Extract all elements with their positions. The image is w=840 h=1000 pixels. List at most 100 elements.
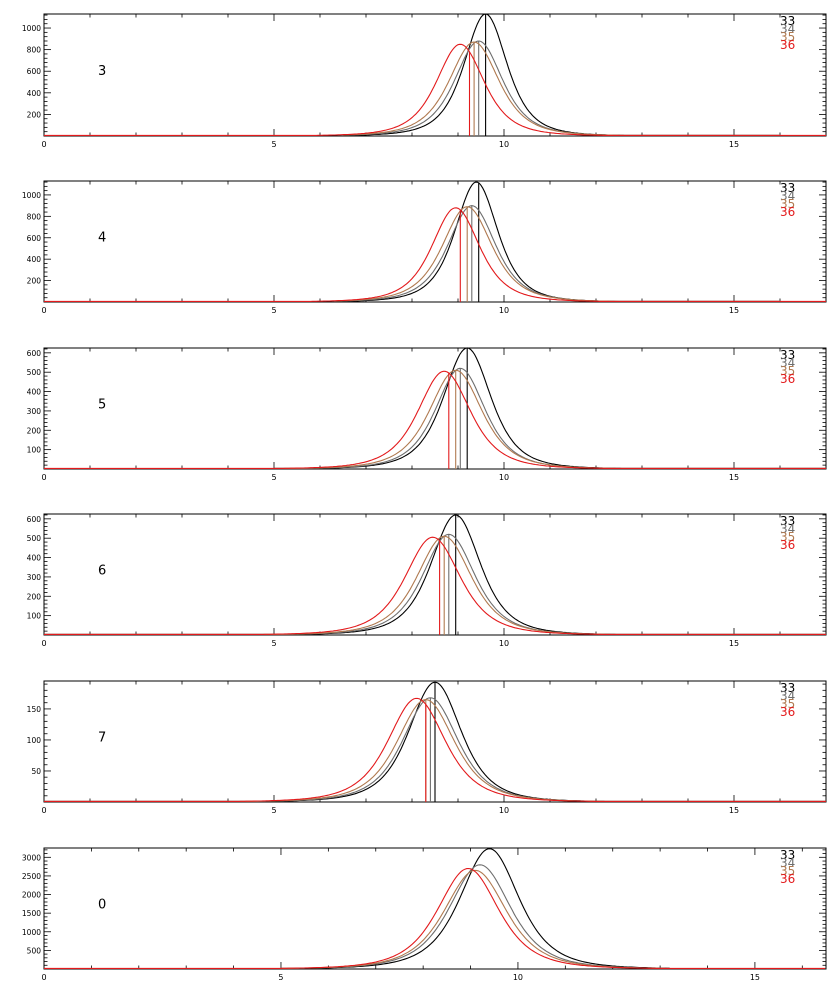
y-tick-label: 500 [27, 368, 42, 377]
y-tick-label: 300 [27, 573, 42, 582]
legend-label-36: 36 [780, 38, 795, 52]
series-line-33 [343, 13, 780, 136]
y-tick-label: 600 [27, 234, 42, 243]
y-tick-label: 1000 [22, 191, 41, 200]
series-line-36 [44, 370, 826, 469]
legend-label-35: 35 [780, 364, 795, 378]
y-tick-label: 600 [27, 67, 42, 76]
legend-label-34: 34 [780, 856, 795, 870]
x-tick-label: 5 [271, 473, 276, 482]
legend-label-34: 34 [780, 189, 795, 203]
series-line-33 [333, 181, 780, 302]
x-tick-label: 5 [271, 639, 276, 648]
panel-label: 4 [98, 231, 106, 246]
series-line-36 [44, 536, 826, 635]
legend-label-36: 36 [780, 705, 795, 719]
x-tick-label: 15 [750, 973, 760, 982]
y-tick-label: 100 [27, 446, 42, 455]
y-tick-label: 200 [27, 110, 42, 119]
series-line-34 [333, 205, 780, 302]
y-tick-label: 100 [27, 736, 42, 745]
x-tick-label: 5 [271, 806, 276, 815]
x-tick-label: 0 [41, 639, 46, 648]
series-line-36 [44, 43, 826, 136]
y-tick-label: 150 [27, 705, 42, 714]
y-tick-label: 2000 [22, 891, 41, 900]
series-line-35 [333, 206, 780, 302]
panel-label: 0 [98, 898, 106, 913]
legend-label-35: 35 [780, 697, 795, 711]
legend-label-34: 34 [780, 689, 795, 703]
y-tick-label: 50 [31, 767, 41, 776]
y-tick-label: 400 [27, 388, 42, 397]
plot-frame [43, 13, 827, 137]
legend-label-33: 33 [780, 681, 795, 695]
x-tick-label: 0 [41, 473, 46, 482]
y-tick-label: 600 [27, 349, 42, 358]
legend-label-33: 33 [780, 514, 795, 528]
legend-label-34: 34 [780, 356, 795, 370]
x-tick-label: 0 [41, 973, 46, 982]
y-tick-label: 3000 [22, 853, 41, 862]
panel-label: 7 [98, 731, 106, 746]
y-tick-label: 600 [27, 515, 42, 524]
series-line-36 [44, 867, 826, 969]
series-line-34 [44, 533, 826, 635]
x-tick-label: 10 [499, 473, 509, 482]
y-tick-label: 400 [27, 89, 42, 98]
y-tick-label: 200 [27, 277, 42, 286]
legend-label-35: 35 [780, 197, 795, 211]
y-tick-label: 100 [27, 612, 42, 621]
x-tick-label: 5 [278, 973, 283, 982]
x-tick-label: 5 [271, 140, 276, 149]
x-tick-label: 15 [729, 473, 739, 482]
y-tick-label: 800 [27, 46, 42, 55]
y-tick-label: 200 [27, 426, 42, 435]
legend-label-35: 35 [780, 30, 795, 44]
series-line-34 [274, 367, 826, 469]
legend-label-33: 33 [780, 348, 795, 362]
x-tick-label: 10 [513, 973, 523, 982]
y-tick-label: 400 [27, 554, 42, 563]
x-tick-label: 0 [41, 306, 46, 315]
panel-label: 3 [98, 64, 106, 79]
x-tick-label: 15 [729, 806, 739, 815]
y-tick-label: 500 [27, 946, 42, 955]
series-line-36 [44, 207, 826, 302]
y-tick-label: 200 [27, 592, 42, 601]
series-line-33 [44, 514, 826, 635]
y-tick-label: 1500 [22, 909, 41, 918]
legend-label-35: 35 [780, 864, 795, 878]
x-tick-label: 10 [499, 140, 509, 149]
legend-label-36: 36 [780, 872, 795, 886]
series-line-33 [274, 347, 826, 469]
legend-label-34: 34 [780, 22, 795, 36]
plot-frame [43, 847, 827, 970]
y-tick-label: 2500 [22, 872, 41, 881]
legend-label-33: 33 [780, 848, 795, 862]
series-line-34 [342, 40, 780, 136]
panel-label: 5 [98, 398, 106, 413]
panel-label: 6 [98, 564, 106, 579]
plot-frame [43, 347, 827, 470]
x-tick-label: 5 [271, 306, 276, 315]
series-line-35 [281, 869, 670, 969]
x-tick-label: 10 [499, 639, 509, 648]
series-line-36 [44, 697, 826, 802]
legend-label-33: 33 [780, 181, 795, 195]
x-tick-label: 10 [499, 806, 509, 815]
y-tick-label: 1000 [22, 928, 41, 937]
legend-label-36: 36 [780, 538, 795, 552]
y-tick-label: 500 [27, 534, 42, 543]
series-line-35 [342, 41, 780, 136]
x-tick-label: 15 [729, 306, 739, 315]
legend-label-34: 34 [780, 522, 795, 536]
x-tick-label: 15 [729, 140, 739, 149]
series-line-34 [281, 864, 670, 969]
